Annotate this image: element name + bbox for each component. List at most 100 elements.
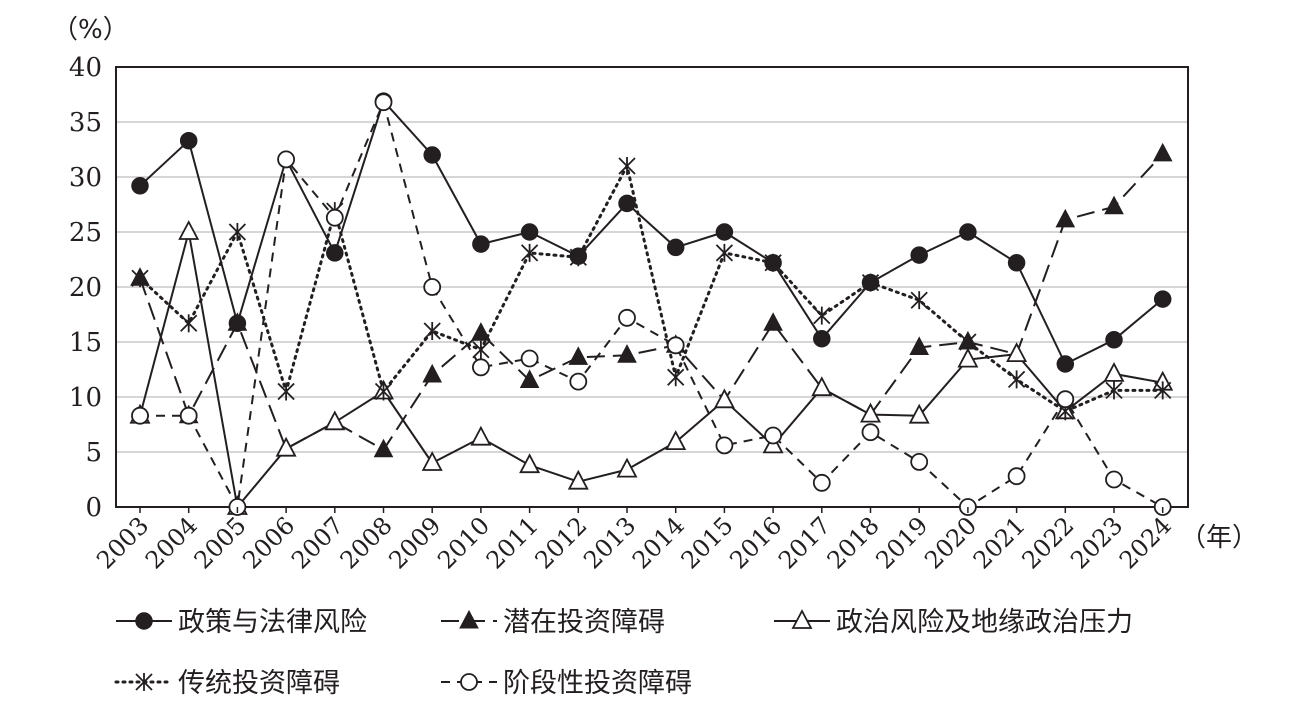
data-point [665, 430, 687, 451]
data-point [1105, 470, 1123, 489]
data-point [472, 340, 490, 359]
data-point [228, 223, 247, 241]
data-point [520, 223, 539, 241]
data-point [472, 235, 490, 253]
data-point [715, 243, 734, 262]
x-tick-label: 2021 [968, 511, 1031, 574]
data-point [471, 358, 490, 377]
y-tick-label: 20 [69, 273, 102, 303]
x-tick-label: 2024 [1114, 511, 1177, 574]
data-point [423, 278, 442, 296]
data-point [616, 457, 638, 478]
legend-marker [459, 609, 479, 629]
legend-marker [135, 673, 153, 691]
y-tick-label: 10 [69, 383, 102, 413]
data-point [1007, 370, 1026, 389]
x-tick-label: 2009 [383, 511, 446, 574]
data-point [179, 406, 198, 425]
data-point [1152, 142, 1173, 162]
data-point [326, 244, 344, 262]
legend-label: 传统投资障碍 [178, 668, 340, 699]
legend-item: 政治风险及地缘政治压力 [774, 607, 1133, 638]
data-point [908, 403, 930, 424]
x-tick-label: 2017 [773, 511, 836, 574]
data-point [277, 150, 296, 169]
data-point [764, 253, 782, 272]
legend-item: 潜在投资障碍 [441, 607, 665, 638]
x-tick-label: 2019 [870, 511, 933, 574]
legend-item: 阶段性投资障碍 [441, 668, 692, 699]
data-point [569, 248, 587, 267]
data-point [813, 306, 831, 325]
data-point [421, 451, 443, 471]
x-tick-label: 2008 [335, 511, 398, 574]
data-point [568, 346, 589, 365]
data-point [811, 376, 833, 397]
y-axis-ticks: 0 5 10 15 20 25 30 35 40 [69, 53, 102, 523]
legend-label: 潜在投资障碍 [503, 607, 665, 638]
data-point [1007, 467, 1026, 486]
y-tick-label: 35 [69, 108, 102, 138]
x-tick-label: 2007 [286, 511, 349, 574]
series-line-4 [138, 164, 1165, 413]
data-point [471, 322, 491, 341]
data-point [1055, 208, 1076, 228]
data-point [423, 146, 441, 164]
data-point [813, 329, 831, 348]
data-point [324, 410, 346, 431]
data-point [715, 436, 734, 455]
legend-item: 政策与法律风险 [116, 607, 367, 638]
legend-label: 政策与法律风险 [178, 607, 367, 638]
data-point [519, 453, 541, 474]
data-point [667, 368, 685, 387]
data-point [1104, 195, 1124, 215]
x-tick-label: 2004 [140, 511, 203, 574]
series-line-5 [140, 101, 1164, 508]
data-point [713, 388, 735, 409]
legend-marker [791, 609, 813, 629]
legend-label: 阶段性投资障碍 [503, 668, 692, 699]
data-point [470, 425, 492, 446]
data-point [567, 469, 589, 490]
data-point [618, 308, 636, 327]
data-point [1006, 342, 1028, 363]
data-point [131, 406, 149, 425]
data-point [860, 402, 881, 423]
series-line-2 [139, 153, 1164, 451]
data-point [227, 312, 248, 331]
data-point [1056, 390, 1075, 409]
data-point [959, 223, 977, 241]
legend-label: 政治风险及地缘政治压力 [836, 607, 1133, 638]
x-tick-label: 2014 [627, 511, 690, 574]
series-markers [129, 92, 1174, 516]
x-tick-label: 2011 [481, 511, 544, 574]
x-tick-label: 2006 [237, 511, 300, 574]
data-point [861, 423, 880, 442]
data-point [374, 382, 393, 401]
y-tick-label: 25 [69, 218, 102, 248]
data-point [1007, 254, 1026, 272]
legend-marker [135, 612, 153, 630]
data-point [520, 243, 539, 262]
data-point [325, 208, 344, 227]
data-point [519, 369, 540, 388]
x-tick-label: 2013 [578, 511, 641, 574]
y-tick-label: 0 [85, 493, 102, 523]
x-tick-label: 2012 [530, 511, 593, 574]
data-point [180, 314, 198, 333]
data-point [131, 269, 149, 288]
legend-item: 传统投资障碍 [114, 668, 340, 699]
data-point [910, 291, 928, 310]
data-point [812, 473, 831, 492]
data-point [374, 93, 393, 112]
data-point [861, 273, 880, 292]
y-tick-label: 40 [69, 53, 102, 83]
data-point [618, 157, 636, 175]
data-point [763, 312, 783, 331]
data-point [957, 347, 979, 368]
data-point [910, 246, 928, 264]
y-tick-label: 30 [69, 163, 102, 193]
data-point [277, 382, 295, 401]
